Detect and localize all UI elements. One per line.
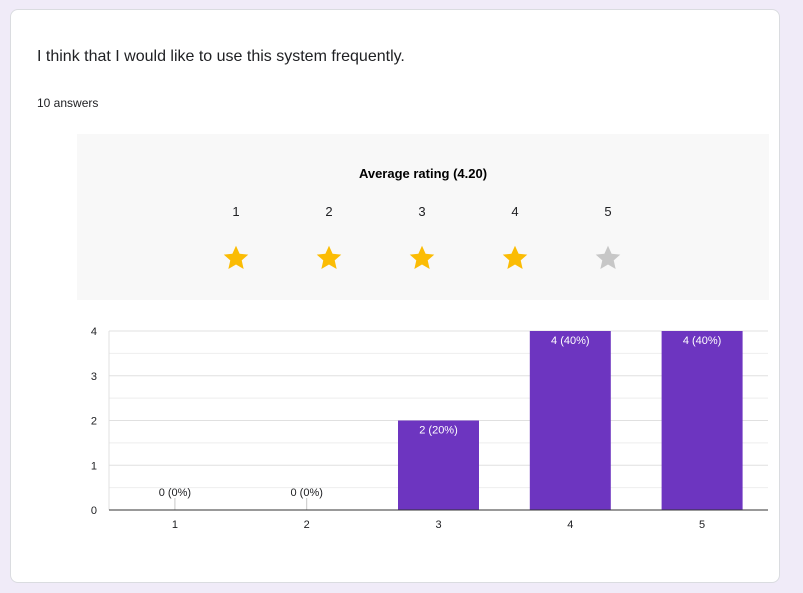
bar-data-label: 0 (0%) bbox=[290, 487, 322, 499]
rating-star-4: 4 bbox=[495, 204, 535, 272]
y-tick-label: 2 bbox=[91, 416, 97, 428]
y-tick-label: 4 bbox=[91, 326, 97, 338]
bar-3 bbox=[398, 420, 479, 510]
average-rating-title: Average rating (4.20) bbox=[358, 166, 488, 181]
rating-star-1: 1 bbox=[216, 204, 256, 272]
bar-data-label: 0 (0%) bbox=[159, 487, 191, 499]
star-icon bbox=[409, 245, 435, 269]
x-tick-label: 1 bbox=[172, 519, 178, 531]
bar-data-label: 2 (20%) bbox=[419, 425, 458, 437]
star-icon bbox=[595, 245, 621, 269]
x-tick-label: 3 bbox=[435, 519, 441, 531]
star-icon bbox=[502, 245, 528, 269]
y-tick-label: 0 bbox=[91, 505, 97, 517]
star-icon bbox=[316, 245, 342, 269]
bar-data-label: 4 (40%) bbox=[683, 335, 722, 347]
star-label: 4 bbox=[511, 204, 519, 219]
x-tick-label: 5 bbox=[699, 519, 705, 531]
x-tick-label: 4 bbox=[567, 519, 573, 531]
star-label: 1 bbox=[232, 204, 240, 219]
question-title: I think that I would like to use this sy… bbox=[37, 48, 405, 65]
answers-count: 10 answers bbox=[37, 96, 99, 110]
bar-4 bbox=[529, 331, 611, 510]
bar-5 bbox=[661, 331, 743, 510]
star-label: 3 bbox=[418, 204, 426, 219]
bar-data-label: 4 (40%) bbox=[551, 335, 590, 347]
average-rating-panel: Average rating (4.20) 1 2 3 4 5 bbox=[77, 134, 769, 300]
rating-star-3: 3 bbox=[402, 204, 442, 272]
star-icon bbox=[223, 245, 249, 269]
star-label: 2 bbox=[325, 204, 333, 219]
rating-bar-chart: 0 1 2 3 4 0 (0%) 1 0 (0%) 2 2 (20%) 3 4 (40%) 4 4 (40… bbox=[91, 326, 768, 531]
question-card: I think that I would like to use this sy… bbox=[10, 9, 780, 583]
rating-star-2: 2 bbox=[309, 204, 349, 272]
x-tick-label: 2 bbox=[304, 519, 310, 531]
y-tick-label: 1 bbox=[91, 460, 97, 472]
rating-star-5: 5 bbox=[588, 204, 628, 272]
y-tick-label: 3 bbox=[91, 371, 97, 383]
star-label: 5 bbox=[604, 204, 612, 219]
